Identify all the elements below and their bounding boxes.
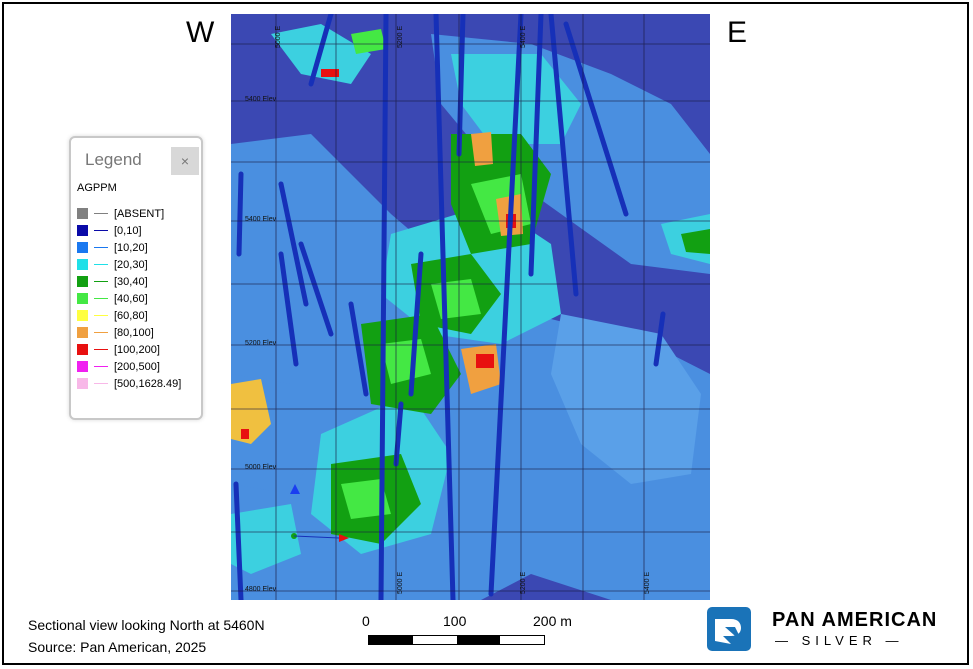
scale-label-200: 200 m — [533, 613, 572, 629]
west-label: W — [186, 16, 215, 49]
easting-label: 5400 E — [644, 571, 651, 594]
legend-label: [60,80] — [114, 309, 148, 322]
legend-line-swatch — [94, 348, 108, 351]
legend-label: [200,500] — [114, 360, 160, 373]
elevation-label: 5400 Elev — [245, 216, 277, 223]
easting-label: 5200 E — [520, 571, 527, 594]
legend-line-swatch — [94, 314, 108, 317]
legend-line-swatch — [94, 382, 108, 385]
easting-label: 5400 E — [520, 25, 527, 48]
legend-swatch — [77, 327, 88, 338]
elevation-label: 5400 Elev — [245, 96, 277, 103]
grade-block-model — [231, 14, 710, 600]
legend-item: [200,500] — [77, 358, 181, 375]
elevation-label: 5000 Elev — [245, 464, 277, 471]
legend-line-swatch — [94, 229, 108, 232]
legend-label: [500,1628.49] — [114, 377, 182, 390]
caption-section-view: Sectional view looking North at 5460N — [28, 617, 265, 633]
legend-line-swatch — [94, 297, 108, 300]
caption-source: Source: Pan American, 2025 — [28, 639, 207, 655]
legend-panel: Legend × AGPPM [ABSENT] [0,10] [10,20] [20,… — [69, 136, 203, 420]
legend-item: [40,60] — [77, 290, 181, 307]
cross-section-map: 5400 Elev 5400 Elev 5200 Elev 5000 Elev … — [231, 14, 710, 600]
legend-header: Legend × — [71, 138, 201, 178]
legend-swatch — [77, 361, 88, 372]
legend-swatch — [77, 208, 88, 219]
legend-list: [ABSENT] [0,10] [10,20] [20,30] [30,40] [40,6… — [77, 205, 181, 392]
scale-bar — [368, 635, 545, 645]
legend-label: [40,60] — [114, 292, 148, 305]
legend-swatch — [77, 293, 88, 304]
legend-item: [20,30] — [77, 256, 181, 273]
legend-label: [20,30] — [114, 258, 148, 271]
legend-line-swatch — [94, 365, 108, 368]
legend-item: [80,100] — [77, 324, 181, 341]
legend-swatch — [77, 276, 88, 287]
legend-label: [30,40] — [114, 275, 148, 288]
legend-item: [100,200] — [77, 341, 181, 358]
scale-label-100: 100 — [443, 613, 467, 629]
legend-line-swatch — [94, 280, 108, 283]
elevation-label: 5200 Elev — [245, 340, 277, 347]
legend-field-name: AGPPM — [77, 182, 117, 194]
legend-swatch — [77, 378, 88, 389]
legend-swatch — [77, 310, 88, 321]
legend-line-swatch — [94, 263, 108, 266]
legend-label: [10,20] — [114, 241, 148, 254]
easting-label: 5000 E — [397, 571, 404, 594]
easting-label: 5200 E — [397, 25, 404, 48]
legend-title: Legend — [85, 150, 142, 169]
east-label: E — [727, 16, 748, 49]
legend-line-swatch — [94, 331, 108, 334]
legend-swatch — [77, 242, 88, 253]
legend-label: [ABSENT] — [114, 207, 165, 220]
legend-line-swatch — [94, 212, 108, 215]
pan-american-logo-icon — [705, 605, 753, 653]
easting-label: 5000 E — [275, 25, 282, 48]
close-icon[interactable]: × — [171, 147, 199, 175]
legend-item: [0,10] — [77, 222, 181, 239]
legend-item: [60,80] — [77, 307, 181, 324]
legend-item: [500,1628.49] — [77, 375, 181, 392]
scale-label-0: 0 — [362, 613, 370, 629]
legend-label: [100,200] — [114, 343, 160, 356]
legend-swatch — [77, 344, 88, 355]
legend-line-swatch — [94, 246, 108, 249]
legend-item: [30,40] — [77, 273, 181, 290]
logo-name: PAN AMERICAN — [772, 609, 938, 631]
legend-label: [0,10] — [114, 224, 142, 237]
legend-swatch — [77, 225, 88, 236]
logo-subtitle: — SILVER — — [775, 633, 904, 648]
legend-item: [ABSENT] — [77, 205, 181, 222]
legend-label: [80,100] — [114, 326, 154, 339]
elevation-label: 4800 Elev — [245, 586, 277, 593]
legend-item: [10,20] — [77, 239, 181, 256]
legend-swatch — [77, 259, 88, 270]
